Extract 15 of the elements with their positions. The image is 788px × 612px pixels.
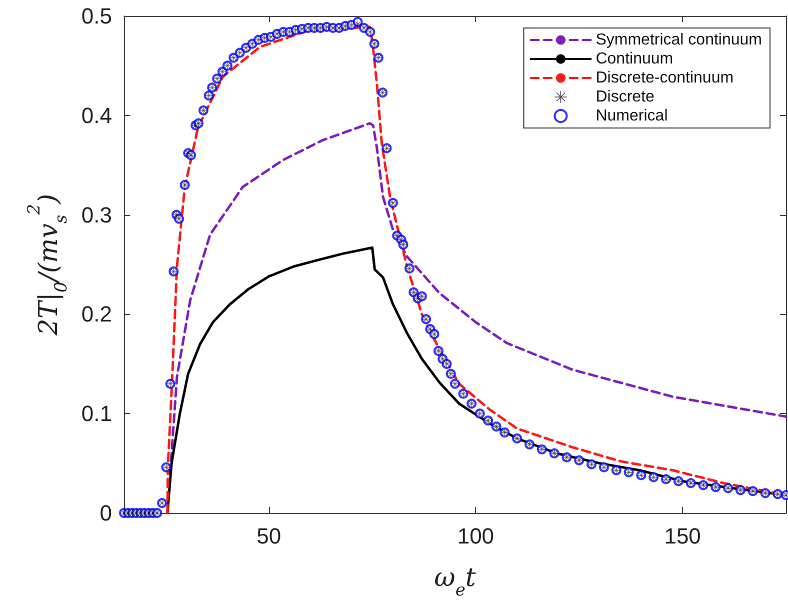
x-tick-label: 100 [457,524,494,548]
y-tick-label: 0.1 [81,401,112,426]
legend-label: Numerical [596,108,668,124]
x-tick-label: 150 [664,524,701,548]
y-tick-label: 0.3 [81,202,112,228]
x-tick-label: 50 [256,524,282,548]
y-axis-title: 2T|0/(mvs2) [24,194,72,336]
y-tick-label: 0.4 [81,102,112,128]
legend-label: Discrete [596,88,655,106]
y-tick-label: 0.5 [81,4,112,28]
legend-label: Discrete-continuum [596,70,734,86]
y-tick-label: 0 [100,500,112,526]
legend-label: Continuum [596,50,674,68]
y-tick-label: 0.2 [81,302,112,327]
legend-label: Symmetrical continuum [596,32,762,48]
